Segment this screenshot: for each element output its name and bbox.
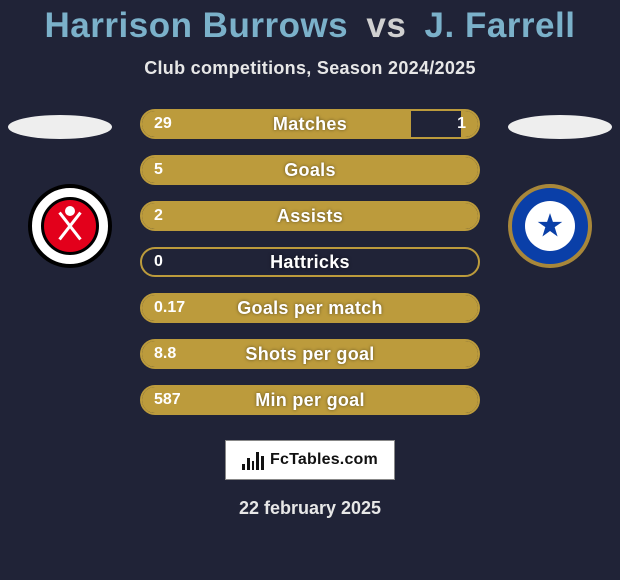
- stat-label: Min per goal: [142, 387, 478, 413]
- player2-name: J. Farrell: [425, 6, 576, 45]
- stat-bars: 29Matches1 5Goals 2Assists 0Hattricks 0.17Go…: [140, 109, 480, 431]
- club-badge-left: [28, 184, 112, 268]
- sheffield-united-badge-icon: [28, 184, 112, 268]
- stat-row: 587Min per goal: [140, 385, 480, 415]
- player1-silhouette-ellipse: [8, 115, 112, 139]
- comparison-title: Harrison Burrows vs J. Farrell: [0, 0, 620, 46]
- stat-label: Assists: [142, 203, 478, 229]
- stat-row: 29Matches1: [140, 109, 480, 139]
- vs-label: vs: [366, 6, 406, 45]
- stat-row: 0.17Goals per match: [140, 293, 480, 323]
- stat-row: 8.8Shots per goal: [140, 339, 480, 369]
- stat-row: 2Assists: [140, 201, 480, 231]
- footer-date: 22 february 2025: [0, 498, 620, 519]
- stat-row: 5Goals: [140, 155, 480, 185]
- subtitle: Club competitions, Season 2024/2025: [0, 58, 620, 79]
- portsmouth-badge-icon: [508, 184, 592, 268]
- stat-row: 0Hattricks: [140, 247, 480, 277]
- club-badge-right: [508, 184, 592, 268]
- comparison-body: 29Matches1 5Goals 2Assists 0Hattricks 0.17Go…: [0, 99, 620, 419]
- stat-label: Hattricks: [142, 249, 478, 275]
- fctables-logo-text: FcTables.com: [270, 451, 378, 469]
- fctables-logo: FcTables.com: [225, 440, 395, 480]
- stat-label: Shots per goal: [142, 341, 478, 367]
- player2-silhouette-ellipse: [508, 115, 612, 139]
- stat-label: Goals per match: [142, 295, 478, 321]
- bar-chart-icon: [242, 450, 264, 470]
- stat-value-right: 1: [457, 111, 466, 137]
- player1-name: Harrison Burrows: [45, 6, 349, 45]
- stat-label: Goals: [142, 157, 478, 183]
- stat-label: Matches: [142, 111, 478, 137]
